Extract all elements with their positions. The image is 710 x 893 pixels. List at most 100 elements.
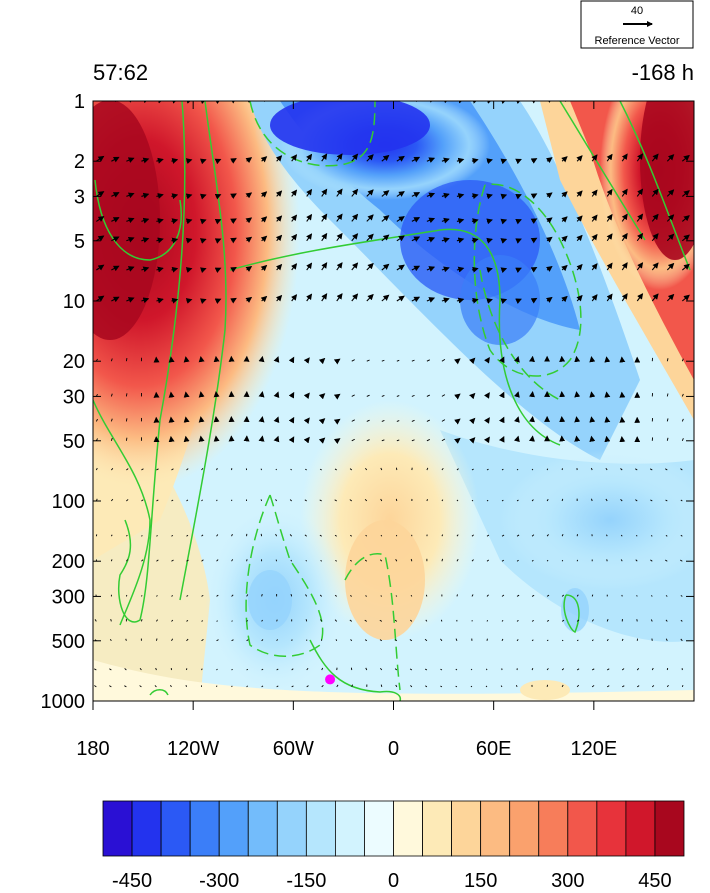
wind-vector (275, 263, 283, 271)
wind-vector (576, 190, 583, 197)
wind-vector (499, 416, 505, 424)
wind-vector (651, 595, 653, 597)
wind-vector (201, 468, 204, 471)
wind-vector (454, 437, 461, 444)
wind-vector (665, 499, 668, 502)
wind-vector (426, 499, 428, 502)
wind-vector (185, 218, 193, 225)
wind-vector (500, 193, 508, 200)
wind-vector (424, 638, 428, 642)
colorbar-swatch (480, 800, 511, 857)
wind-vector (156, 595, 158, 597)
wind-vector (681, 234, 690, 242)
wind-vector (591, 214, 598, 222)
wind-vector (666, 437, 669, 441)
colorbar-swatch (276, 800, 307, 857)
wind-vector (576, 101, 583, 102)
wind-vector (589, 416, 596, 423)
wind-vector (620, 468, 623, 471)
wind-vector (349, 595, 352, 597)
wind-vector (290, 559, 293, 562)
x-axis: 180 120W 60W 0 60E 120E (76, 101, 617, 760)
wind-vector (125, 638, 127, 641)
contour-dashed-upper (249, 101, 376, 167)
y-tick-label: 1000 (41, 691, 86, 713)
wind-vector (471, 468, 474, 471)
wind-vector (306, 233, 313, 242)
wind-vector (171, 638, 174, 642)
wind-vector (529, 355, 535, 363)
wind-vector (94, 685, 97, 688)
wind-vector (411, 394, 415, 397)
wind-vector (501, 499, 504, 502)
wind-vector (125, 437, 128, 441)
wind-vector (606, 668, 610, 671)
wind-vector (156, 237, 164, 244)
wind-vector (124, 685, 127, 688)
colorbar-swatch (160, 800, 191, 857)
wind-vector (351, 233, 359, 242)
wind-vector (469, 417, 476, 425)
wind-vector (379, 559, 383, 562)
wind-vector (666, 233, 675, 242)
x-tick-label: 120E (570, 738, 617, 760)
wind-vector (561, 668, 565, 671)
wind-vector (198, 355, 205, 363)
wind-vector (185, 685, 187, 688)
wind-vector (396, 395, 400, 397)
wind-vector (515, 158, 522, 165)
wind-vector (681, 685, 684, 688)
wind-vector (546, 468, 549, 471)
wind-vector (396, 216, 405, 222)
wind-vector (171, 218, 179, 225)
wind-vector (607, 101, 608, 102)
wind-vector (245, 236, 253, 243)
wind-vector (561, 534, 564, 537)
wind-vector (336, 188, 343, 197)
wind-vector (441, 534, 444, 537)
wind-vector (141, 157, 150, 164)
wind-vector (336, 213, 343, 222)
wind-vector (636, 262, 644, 271)
wind-vector (665, 535, 668, 537)
wind-vector (126, 468, 129, 471)
wind-vector (110, 534, 113, 537)
wind-vector (258, 391, 265, 398)
wind-vector (486, 594, 489, 597)
wind-vector (500, 218, 508, 225)
wind-vector (288, 416, 295, 424)
wind-vector (198, 435, 205, 442)
wind-vector (171, 595, 174, 597)
wind-vector (156, 559, 159, 562)
wind-vector (141, 217, 150, 224)
wind-vector (289, 499, 292, 502)
wind-vector (216, 499, 218, 502)
wind-vector (291, 189, 298, 197)
wind-vector (110, 618, 112, 622)
wind-vector (186, 468, 189, 471)
y-tick-label: 30 (63, 386, 85, 408)
wind-vector (501, 468, 504, 471)
wind-vector (591, 668, 595, 671)
title-right: -168 h (632, 60, 694, 85)
wind-vector (500, 267, 508, 274)
wind-vector (636, 213, 644, 222)
wind-vector (156, 638, 158, 641)
wind-vector (576, 234, 583, 242)
wind-vector (426, 359, 430, 362)
wind-vector (258, 416, 265, 423)
wind-vector (95, 418, 98, 422)
wind-vector (273, 435, 280, 443)
wind-vector (546, 265, 553, 272)
wind-vector (651, 685, 655, 688)
wind-vector (681, 294, 690, 302)
wind-vector (605, 498, 608, 502)
y-tick-label: 100 (52, 491, 85, 513)
wind-vector (621, 262, 628, 271)
wind-vector (621, 293, 628, 302)
wind-vector (126, 157, 135, 163)
wind-vector (621, 668, 625, 671)
wind-vector (381, 395, 385, 397)
wind-vector (276, 668, 279, 671)
wind-vector (470, 685, 473, 688)
